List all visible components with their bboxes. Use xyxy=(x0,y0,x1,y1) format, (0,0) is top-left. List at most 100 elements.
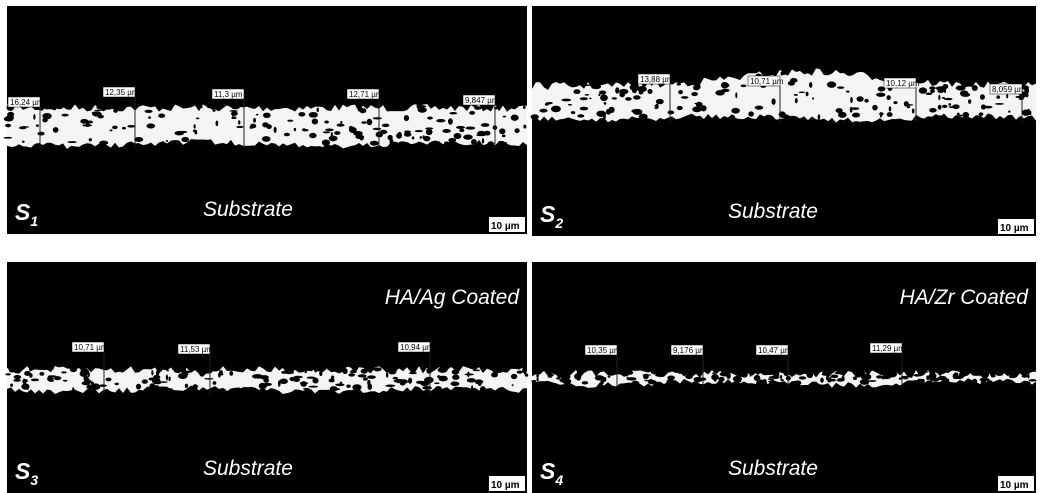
sample-number: 4 xyxy=(554,472,563,488)
pore xyxy=(388,135,393,140)
pore xyxy=(1027,373,1029,379)
pore xyxy=(806,92,809,96)
pore xyxy=(300,382,308,384)
pore xyxy=(600,95,608,102)
pore xyxy=(343,368,348,374)
pore xyxy=(26,386,29,390)
pore xyxy=(573,89,580,94)
pore xyxy=(755,106,764,110)
pore xyxy=(612,97,617,99)
pore xyxy=(846,91,850,93)
pore xyxy=(329,379,335,383)
pore xyxy=(992,375,994,377)
pore xyxy=(651,370,659,374)
pore xyxy=(142,379,148,383)
pore xyxy=(61,371,66,373)
pore xyxy=(678,370,682,374)
pore xyxy=(606,109,611,115)
pore xyxy=(625,97,632,101)
pore xyxy=(480,386,486,393)
pore xyxy=(334,131,340,135)
pore xyxy=(331,132,333,138)
pore xyxy=(794,94,798,96)
pore xyxy=(945,380,950,384)
scale-bar-label: 10 µm xyxy=(1000,480,1029,491)
pore xyxy=(464,373,474,375)
region-label: Substrate xyxy=(203,198,293,221)
pore xyxy=(589,98,592,100)
pore xyxy=(212,368,218,372)
pore xyxy=(551,106,561,113)
pore xyxy=(363,377,368,380)
pore xyxy=(868,380,877,382)
pore xyxy=(146,123,155,128)
measurement-label: 10,71 µm xyxy=(750,77,784,86)
pore xyxy=(949,106,958,108)
pore xyxy=(7,112,14,117)
pore xyxy=(473,370,480,372)
pore xyxy=(112,126,118,130)
pore xyxy=(603,377,607,382)
pore xyxy=(980,94,985,99)
pore xyxy=(632,381,639,385)
pore xyxy=(319,371,322,376)
pore xyxy=(809,82,812,88)
pore xyxy=(207,105,212,109)
pore xyxy=(582,381,588,384)
pore xyxy=(134,137,143,142)
pore xyxy=(335,388,340,390)
pore xyxy=(393,377,398,379)
pore xyxy=(953,373,958,379)
pore xyxy=(160,388,164,393)
pore xyxy=(19,127,26,130)
pore xyxy=(255,374,262,378)
pore xyxy=(114,383,119,385)
pore xyxy=(835,371,844,374)
pore xyxy=(395,108,399,112)
pore xyxy=(400,382,405,386)
pore xyxy=(615,87,619,93)
pore xyxy=(339,382,342,387)
pore xyxy=(148,116,151,119)
measurement-label: 10,71 µm xyxy=(74,343,108,352)
pore xyxy=(677,106,683,110)
pore xyxy=(632,88,637,94)
pore xyxy=(899,377,902,380)
pore xyxy=(944,88,946,93)
pore xyxy=(340,121,342,123)
pore xyxy=(831,375,839,379)
pore xyxy=(266,124,271,129)
measurement-label: 12,71 µm xyxy=(349,90,383,99)
pore xyxy=(158,113,165,117)
pore xyxy=(425,380,432,382)
pore xyxy=(388,368,397,374)
pore xyxy=(248,105,251,107)
pore xyxy=(930,378,940,382)
pore xyxy=(655,104,658,109)
measurement-label: 10,12 µm xyxy=(886,79,920,88)
pore xyxy=(200,106,203,108)
pore xyxy=(404,115,409,121)
pore xyxy=(263,113,271,118)
pore xyxy=(404,132,412,137)
pore xyxy=(256,114,258,116)
pore xyxy=(631,109,639,113)
pore xyxy=(484,131,491,136)
pore xyxy=(1015,96,1021,98)
pore xyxy=(948,103,951,106)
pore xyxy=(730,115,735,118)
pore xyxy=(996,95,1000,98)
pore xyxy=(23,379,28,383)
pore xyxy=(212,110,215,112)
pore xyxy=(750,370,752,376)
pore xyxy=(531,380,536,383)
pore xyxy=(627,377,629,380)
pore xyxy=(471,139,477,145)
pore xyxy=(735,92,737,98)
pore xyxy=(373,128,381,130)
pore xyxy=(936,370,945,374)
pore xyxy=(149,383,155,389)
pore xyxy=(467,378,476,382)
pore xyxy=(909,372,914,375)
